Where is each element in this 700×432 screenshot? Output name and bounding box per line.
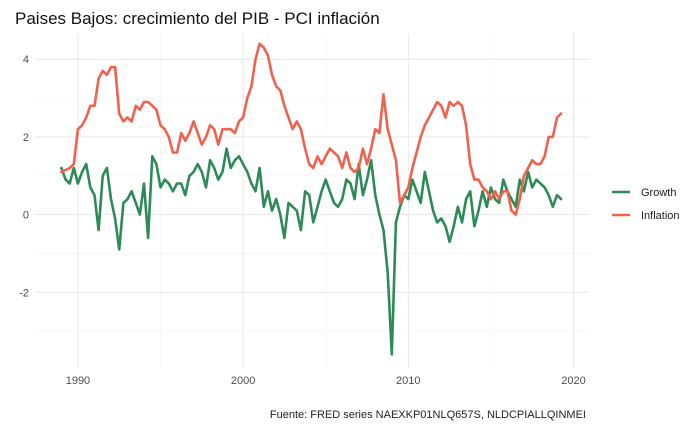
chart-title: Paises Bajos: crecimiento del PIB - PCI … [15, 9, 380, 28]
series-line-inflation [60, 42, 563, 216]
y-axis-ticks: -2 0 2 4 [19, 54, 29, 299]
y-tick-label: 2 [23, 132, 29, 144]
x-tick-label: 2000 [231, 375, 255, 387]
series-group [60, 42, 563, 356]
grid [35, 34, 590, 368]
x-axis-ticks: 1990 2000 2010 2020 [66, 375, 586, 387]
x-tick-label: 2020 [561, 375, 585, 387]
legend-label-growth: Growth [641, 187, 676, 199]
y-tick-label: 4 [23, 54, 29, 66]
legend: Growth Inflation [612, 187, 680, 222]
y-tick-label: -2 [19, 287, 29, 299]
series-line-growth [60, 147, 563, 356]
x-tick-label: 1990 [66, 375, 90, 387]
chart-caption: Fuente: FRED series NAEXKP01NLQ657S, NLD… [270, 409, 586, 421]
legend-label-inflation: Inflation [641, 210, 680, 222]
x-tick-label: 2010 [396, 375, 420, 387]
y-tick-label: 0 [23, 210, 29, 222]
